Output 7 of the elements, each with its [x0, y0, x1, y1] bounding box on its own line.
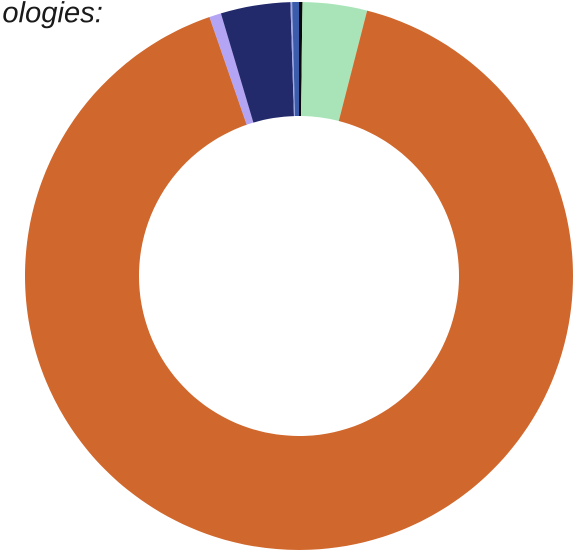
- donut-slice: [292, 2, 299, 116]
- donut-slice: [209, 13, 254, 125]
- donut-slice: [299, 2, 302, 116]
- donut-slice: [290, 2, 295, 116]
- chart-title: ologies:: [3, 1, 102, 28]
- donut-slice: [220, 2, 294, 123]
- donut-slice: [301, 2, 368, 122]
